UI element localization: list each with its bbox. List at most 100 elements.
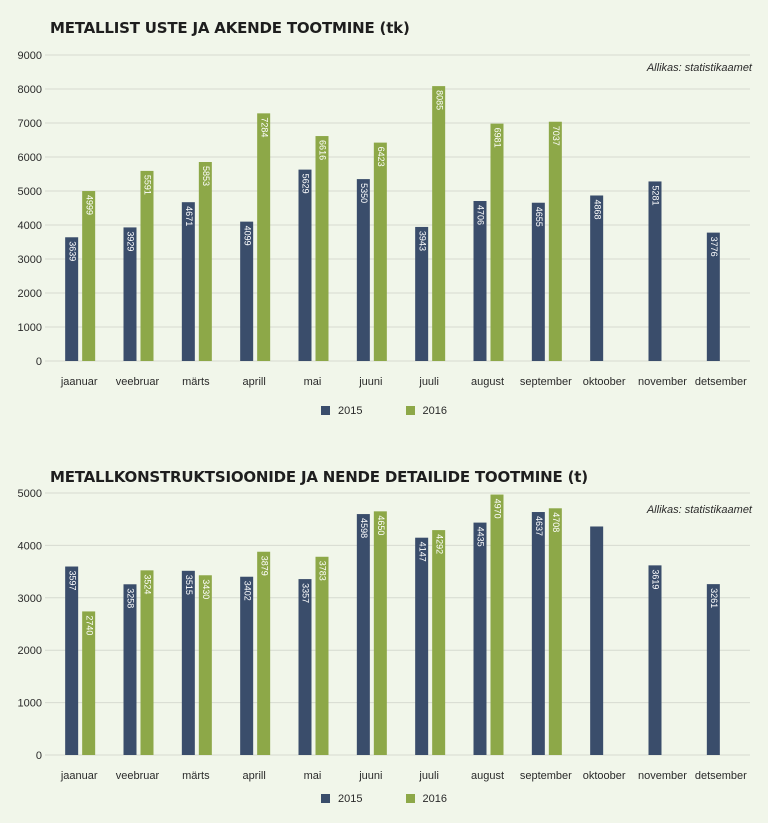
legend-swatch-2015 <box>320 794 330 803</box>
bar-2016-märts <box>198 575 212 755</box>
data-label-2016-september: 7037 <box>551 126 561 146</box>
y-tick-label: 4000 <box>18 540 42 552</box>
x-tick-label: veebruar <box>116 770 160 782</box>
data-label-2016-juuni: 4650 <box>376 515 386 535</box>
bar-2016-jaanuar <box>82 611 96 755</box>
bar-2016-mai <box>315 556 329 755</box>
bar-2016-juuni <box>373 142 387 361</box>
x-tick-label: september <box>520 770 572 782</box>
x-tick-label: märts <box>182 770 210 782</box>
bar-2015-november <box>648 181 662 361</box>
y-tick-label: 6000 <box>18 152 42 164</box>
data-label-2016-august: 4970 <box>493 499 503 519</box>
bar-2015-november <box>648 565 662 755</box>
data-label-2015-juuni: 4598 <box>359 518 369 538</box>
bar-2016-veebruar <box>140 170 154 361</box>
x-tick-label: märts <box>182 376 210 388</box>
bar-2015-oktoober <box>590 195 604 361</box>
bar-2016-mai <box>315 136 329 361</box>
bar-2015-detsember <box>706 232 720 361</box>
legend-item-2015: 2015 <box>320 405 362 417</box>
x-tick-label: aprill <box>243 770 266 782</box>
data-label-2015-aprill: 3402 <box>242 581 252 601</box>
data-label-2015-november: 3619 <box>651 569 661 589</box>
chart-metal-constructions: METALLKONSTRUKTSIOONIDE JA NENDE DETAILI… <box>0 455 768 823</box>
data-label-2015-jaanuar: 3639 <box>67 241 77 261</box>
y-tick-label: 9000 <box>18 50 42 62</box>
data-label-2016-jaanuar: 2740 <box>84 615 94 635</box>
bar-2015-september <box>531 512 545 755</box>
y-tick-label: 1000 <box>18 698 42 710</box>
bar-2016-märts <box>198 161 212 361</box>
chart-legend: 2015 2016 <box>0 793 768 805</box>
bar-2015-juuni <box>356 514 370 755</box>
x-tick-label: juuni <box>358 770 382 782</box>
data-label-2016-juuli: 8085 <box>434 90 444 110</box>
data-label-2016-august: 6981 <box>493 128 503 148</box>
y-tick-label: 0 <box>36 356 42 368</box>
data-label-2015-august: 4435 <box>476 527 486 547</box>
bar-2015-august <box>473 200 487 361</box>
x-tick-label: mai <box>304 376 322 388</box>
y-tick-label: 0 <box>36 750 42 762</box>
y-tick-label: 8000 <box>18 84 42 96</box>
bar-2016-aprill <box>257 551 271 755</box>
x-tick-label: detsember <box>695 770 747 782</box>
bar-2015-jaanuar <box>65 237 79 361</box>
x-tick-label: detsember <box>695 376 747 388</box>
data-label-2015-detsember: 3261 <box>709 588 719 608</box>
x-tick-label: aprill <box>243 376 266 388</box>
data-label-2016-aprill: 7284 <box>259 117 269 137</box>
data-label-2015-mai: 3357 <box>301 583 311 603</box>
chart-plot-area: 0 1000 2000 3000 4000 5000 6000 7000 8000 9000 jaa… <box>18 50 750 388</box>
data-label-2015-oktoober: 4868 <box>592 199 602 219</box>
legend-swatch-2016 <box>405 406 415 415</box>
x-tick-label: november <box>638 770 687 782</box>
data-label-2015-detsember: 3776 <box>709 237 719 257</box>
bar-2016-veebruar <box>140 570 154 755</box>
data-label-2016-juuni: 6423 <box>376 147 386 167</box>
data-label-2015-juuli: 4147 <box>417 542 427 562</box>
y-tick-label: 5000 <box>18 186 42 198</box>
chart-metal-doors-windows: METALLIST USTE JA AKENDE TOOTMINE (tk) A… <box>0 19 768 417</box>
data-label-2015-juuni: 5350 <box>359 183 369 203</box>
data-label-2015-august: 4706 <box>476 205 486 225</box>
bar-2015-aprill <box>240 576 254 755</box>
bar-2015-juuni <box>356 179 370 361</box>
bar-2015-veebruar <box>123 227 137 361</box>
chart-source: Allikas: statistikaamet <box>646 62 752 74</box>
legend-item-2016: 2016 <box>405 793 448 805</box>
legend-item-2016: 2016 <box>405 405 448 417</box>
bar-2015-oktoober <box>590 526 604 755</box>
x-tick-label: juuli <box>418 770 439 782</box>
x-tick-label: november <box>638 376 687 388</box>
legend-item-2015: 2015 <box>320 793 362 805</box>
bar-2015-jaanuar <box>65 566 79 755</box>
bar-2016-juuni <box>373 511 387 755</box>
x-tick-label: jaanuar <box>60 376 98 388</box>
data-label-2016-märts: 3430 <box>201 579 211 599</box>
data-label-2015-veebruar: 3929 <box>126 231 136 251</box>
legend-label-2016: 2016 <box>422 405 448 417</box>
chart-title: METALLKONSTRUKTSIOONIDE JA NENDE DETAILI… <box>50 468 588 486</box>
data-label-2015-september: 4637 <box>534 516 544 536</box>
bar-2016-juuli <box>432 530 446 755</box>
legend-swatch-2016 <box>405 794 415 803</box>
data-label-2016-mai: 3783 <box>318 561 328 581</box>
legend-label-2016: 2016 <box>422 793 448 805</box>
chart-plot-area: 0 1000 2000 3000 4000 5000 jaanuar 3597 2740 veeb… <box>18 488 750 782</box>
x-tick-label: juuli <box>418 376 439 388</box>
y-tick-label: 7000 <box>18 118 42 130</box>
data-label-2015-veebruar: 3258 <box>126 588 136 608</box>
data-label-2016-jaanuar: 4999 <box>84 195 94 215</box>
data-label-2016-veebruar: 5591 <box>143 175 153 195</box>
x-tick-label: september <box>520 376 572 388</box>
x-tick-label: juuni <box>358 376 382 388</box>
data-label-2015-jaanuar: 3597 <box>67 571 77 591</box>
x-tick-label: oktoober <box>583 376 626 388</box>
bar-2015-veebruar <box>123 584 137 755</box>
bar-2016-juuli <box>432 86 446 362</box>
bar-2016-september <box>548 121 562 361</box>
chart-legend: 2015 2016 <box>0 405 768 417</box>
bar-2016-august <box>490 494 504 755</box>
